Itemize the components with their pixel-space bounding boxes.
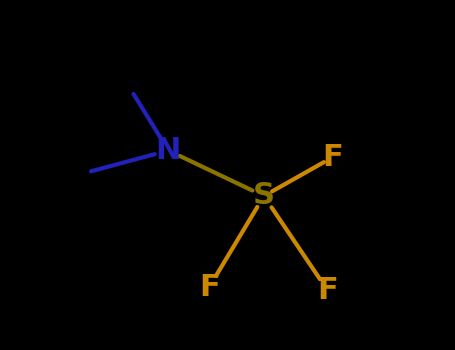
Text: N: N xyxy=(156,136,181,165)
Text: F: F xyxy=(317,276,338,305)
Text: F: F xyxy=(322,143,343,172)
Text: F: F xyxy=(199,273,220,301)
Text: S: S xyxy=(253,182,275,210)
